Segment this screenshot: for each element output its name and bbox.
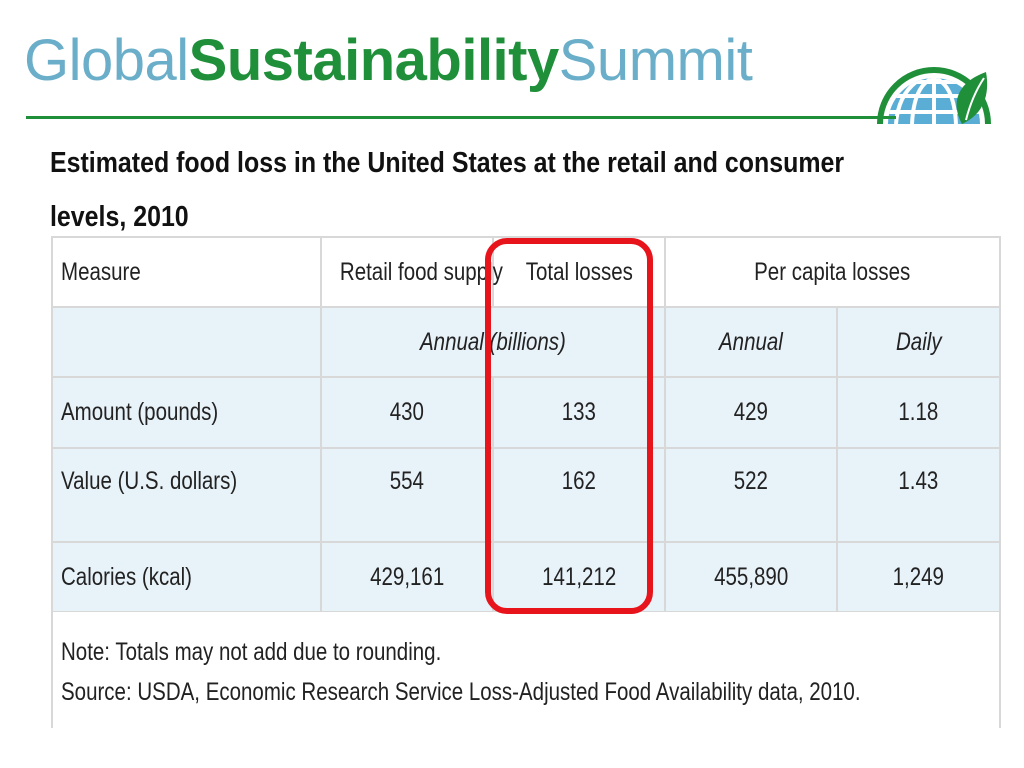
subheader-row: Annual (billions) Annual Daily xyxy=(51,306,1001,378)
row-label: Value (U.S. dollars) xyxy=(51,447,322,543)
cell-retail: 430 xyxy=(320,376,494,449)
header-divider xyxy=(26,116,896,119)
table-notes: Note: Totals may not add due to rounding… xyxy=(51,612,1001,728)
page-title: Estimated food loss in the United States… xyxy=(50,147,845,233)
source-text: Source: USDA, Economic Research Service … xyxy=(61,678,861,706)
cell-retail: 554 xyxy=(320,447,494,543)
subheader-empty xyxy=(51,306,322,378)
note-text: Note: Totals may not add due to rounding… xyxy=(61,638,442,666)
globe-leaf-logo-icon xyxy=(877,67,991,124)
subheader-annual-billions: Annual (billions) xyxy=(320,306,666,378)
cell-retail: 429,161 xyxy=(320,541,494,613)
header-total-losses: Total losses xyxy=(492,236,666,308)
cell-annual: 522 xyxy=(664,447,838,543)
cell-daily: 1,249 xyxy=(836,541,1001,613)
brand-summit: Summit xyxy=(558,28,753,93)
cell-daily: 1.18 xyxy=(836,376,1001,449)
cell-daily: 1.43 xyxy=(836,447,1001,543)
brand-sustainability: Sustainability xyxy=(188,28,560,93)
header-measure: Measure xyxy=(51,236,322,308)
cell-total: 141,212 xyxy=(492,541,666,613)
brand-global: Global xyxy=(24,28,189,93)
table-row: Value (U.S. dollars) 554 162 522 1.43 xyxy=(51,447,1001,543)
header-row: Measure Retail food supply Total losses … xyxy=(51,236,1001,308)
cell-annual: 429 xyxy=(664,376,838,449)
header-per-capita-losses: Per capita losses xyxy=(664,236,1001,308)
subheader-annual: Annual xyxy=(664,306,838,378)
food-loss-table: Measure Retail food supply Total losses … xyxy=(51,236,1001,613)
subheader-daily: Daily xyxy=(836,306,1001,378)
row-label: Amount (pounds) xyxy=(51,376,322,449)
cell-total: 133 xyxy=(492,376,666,449)
table-row: Calories (kcal) 429,161 141,212 455,890 … xyxy=(51,541,1001,613)
cell-annual: 455,890 xyxy=(664,541,838,613)
table-row: Amount (pounds) 430 133 429 1.18 xyxy=(51,376,1001,449)
header-retail-food-supply: Retail food supply xyxy=(320,236,503,308)
brand-wordmark: GlobalSustainabilitySummit xyxy=(24,32,753,90)
row-label: Calories (kcal) xyxy=(51,541,322,613)
cell-total: 162 xyxy=(492,447,666,543)
